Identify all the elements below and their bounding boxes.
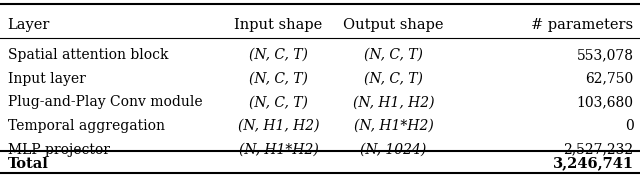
Text: (N, H1*H2): (N, H1*H2) bbox=[354, 119, 433, 133]
Text: Temporal aggregation: Temporal aggregation bbox=[8, 119, 164, 133]
Text: Layer: Layer bbox=[8, 18, 50, 32]
Text: Input shape: Input shape bbox=[234, 18, 323, 32]
Text: 0: 0 bbox=[625, 119, 634, 133]
Text: MLP projector: MLP projector bbox=[8, 143, 109, 157]
Text: Input layer: Input layer bbox=[8, 72, 86, 86]
Text: (N, H1, H2): (N, H1, H2) bbox=[237, 119, 319, 133]
Text: (N, C, T): (N, C, T) bbox=[249, 95, 308, 109]
Text: Plug-and-Play Conv module: Plug-and-Play Conv module bbox=[8, 95, 202, 109]
Text: 553,078: 553,078 bbox=[577, 48, 634, 62]
Text: # parameters: # parameters bbox=[531, 18, 634, 32]
Text: (N, H1, H2): (N, H1, H2) bbox=[353, 95, 435, 109]
Text: Output shape: Output shape bbox=[343, 18, 444, 32]
Text: (N, C, T): (N, C, T) bbox=[364, 72, 423, 86]
Text: 2,527,232: 2,527,232 bbox=[563, 143, 634, 157]
Text: (N, C, T): (N, C, T) bbox=[249, 48, 308, 62]
Text: (N, H1*H2): (N, H1*H2) bbox=[239, 143, 318, 157]
Text: (N, C, T): (N, C, T) bbox=[364, 48, 423, 62]
Text: 3,246,741: 3,246,741 bbox=[552, 157, 634, 171]
Text: (N, 1024): (N, 1024) bbox=[360, 143, 427, 157]
Text: 62,750: 62,750 bbox=[586, 72, 634, 86]
Text: Spatial attention block: Spatial attention block bbox=[8, 48, 168, 62]
Text: 103,680: 103,680 bbox=[577, 95, 634, 109]
Text: Total: Total bbox=[8, 157, 49, 171]
Text: (N, C, T): (N, C, T) bbox=[249, 72, 308, 86]
